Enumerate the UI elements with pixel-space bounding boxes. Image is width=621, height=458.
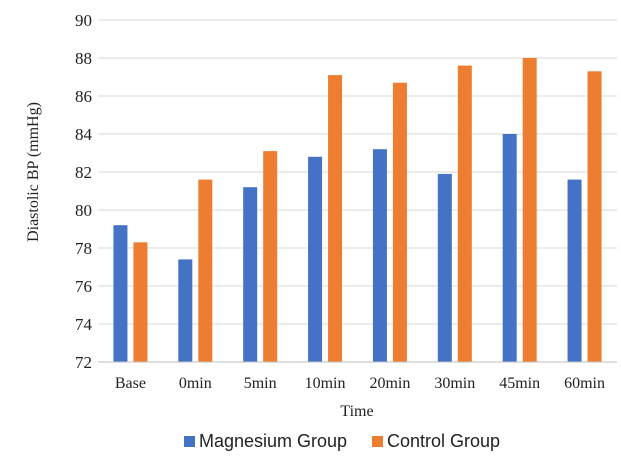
y-tick-label: 72	[75, 353, 92, 372]
legend: Magnesium Group Control Group	[184, 431, 500, 451]
bar-control-45min	[522, 58, 537, 362]
y-axis-title: Diastolic BP (mmHg)	[25, 102, 42, 242]
x-tick-labels: Base 0min 5min 10min 20min 30min 45min 60min	[115, 375, 605, 392]
legend-label-magnesium: Magnesium Group	[199, 431, 347, 451]
x-tick-label: 60min	[564, 375, 605, 392]
y-tick-labels: 72 74 76 78 80 82 84 86 88 90	[75, 11, 93, 372]
bar-control-10min	[328, 75, 343, 362]
bar-magnesium-60min	[567, 179, 582, 362]
bar-control-20min	[392, 82, 407, 362]
gridlines	[98, 19, 617, 325]
y-tick-label: 78	[75, 239, 92, 258]
y-tick-label: 80	[75, 201, 92, 220]
bar-magnesium-10min	[308, 156, 323, 362]
x-tick-label: 10min	[305, 375, 346, 392]
y-tick-label: 88	[75, 49, 92, 68]
bar-magnesium-0min	[178, 259, 193, 362]
bar-control-Base	[133, 242, 148, 362]
bar-control-0min	[198, 179, 213, 362]
y-tick-label: 86	[75, 87, 92, 106]
x-tick-label: Base	[115, 375, 146, 392]
bar-control-5min	[263, 151, 278, 362]
y-tick-label: 76	[75, 277, 92, 296]
x-tick-label: 5min	[244, 375, 277, 392]
bar-control-30min	[457, 65, 472, 362]
x-axis-title: Time	[340, 403, 373, 420]
bar-control-60min	[587, 71, 602, 363]
legend-label-control: Control Group	[387, 431, 500, 451]
x-tick-label: 30min	[434, 375, 475, 392]
bar-magnesium-30min	[437, 173, 452, 362]
bar-magnesium-Base	[113, 225, 128, 362]
bar-magnesium-45min	[502, 134, 517, 362]
bar-magnesium-20min	[372, 149, 387, 362]
bar-magnesium-5min	[243, 187, 258, 362]
bars	[113, 58, 602, 363]
x-tick-label: 0min	[179, 375, 212, 392]
y-tick-label: 84	[75, 125, 93, 144]
x-tick-label: 20min	[369, 375, 410, 392]
y-tick-label: 82	[75, 163, 92, 182]
x-tick-label: 45min	[499, 375, 540, 392]
legend-swatch-magnesium	[184, 436, 195, 447]
y-tick-label: 74	[75, 315, 93, 334]
y-tick-label: 90	[75, 11, 92, 30]
legend-swatch-control	[372, 436, 383, 447]
